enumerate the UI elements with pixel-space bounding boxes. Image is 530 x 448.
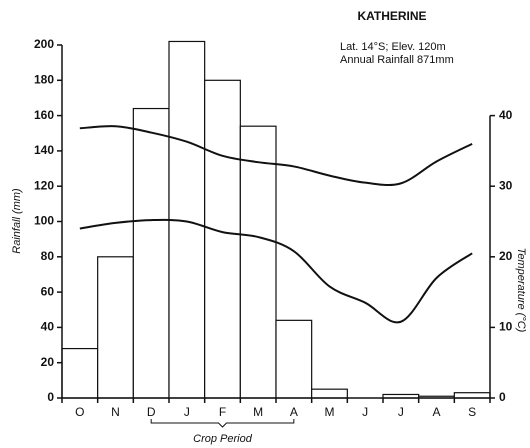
temperature-line bbox=[79, 218, 473, 324]
chart-title: KATHERINE bbox=[357, 9, 426, 23]
bar bbox=[453, 392, 491, 399]
bracket bbox=[150, 419, 295, 428]
y-tick-label: 40 bbox=[41, 320, 55, 334]
bar bbox=[132, 107, 170, 399]
y-tick-label: 160 bbox=[34, 108, 54, 122]
annotation: Crop Period bbox=[193, 433, 253, 445]
x-tick-label: D bbox=[147, 405, 156, 419]
bar bbox=[311, 388, 348, 399]
x-tick-label: J bbox=[362, 405, 368, 419]
bar bbox=[204, 79, 241, 399]
y2-tick-label: 10 bbox=[499, 320, 513, 334]
y-tick-label: 60 bbox=[41, 284, 55, 298]
info-line: Annual Rainfall 871mm bbox=[340, 54, 454, 66]
y-tick-label: 120 bbox=[34, 178, 54, 192]
y-tick-label: 100 bbox=[34, 214, 54, 228]
info-line: Lat. 14°S; Elev. 120m bbox=[340, 41, 446, 53]
y-tick-label: 140 bbox=[34, 143, 54, 157]
y-tick-label: 0 bbox=[47, 390, 54, 404]
y-tick-label: 20 bbox=[41, 355, 55, 369]
x-tick-label: F bbox=[219, 405, 226, 419]
y-tick-label: 200 bbox=[34, 37, 54, 51]
x-tick-label: A bbox=[290, 405, 298, 419]
x-tick-label: N bbox=[111, 405, 120, 419]
y2-tick-label: 40 bbox=[499, 108, 513, 122]
x-tick-label: O bbox=[75, 405, 84, 419]
x-tick-label: S bbox=[468, 405, 476, 419]
x-tick-label: J bbox=[398, 405, 404, 419]
x-tick-label: J bbox=[184, 405, 190, 419]
y2-tick-label: 20 bbox=[499, 249, 513, 263]
y2-tick-label: 0 bbox=[499, 390, 506, 404]
bar bbox=[275, 319, 313, 399]
x-tick-label: M bbox=[253, 405, 263, 419]
temperature-line bbox=[79, 125, 473, 187]
bar bbox=[239, 125, 277, 399]
x-tick-label: M bbox=[325, 405, 335, 419]
x-tick-label: A bbox=[432, 405, 440, 419]
bar bbox=[97, 256, 134, 399]
y-tick-label: 80 bbox=[41, 249, 55, 263]
y2-tick-label: 30 bbox=[499, 178, 513, 192]
y-axis-label: Rainfall (mm) bbox=[11, 188, 23, 254]
bar bbox=[61, 347, 99, 399]
y-tick-label: 180 bbox=[34, 72, 54, 86]
y2-axis-label: Temperature (°C) bbox=[515, 248, 527, 333]
